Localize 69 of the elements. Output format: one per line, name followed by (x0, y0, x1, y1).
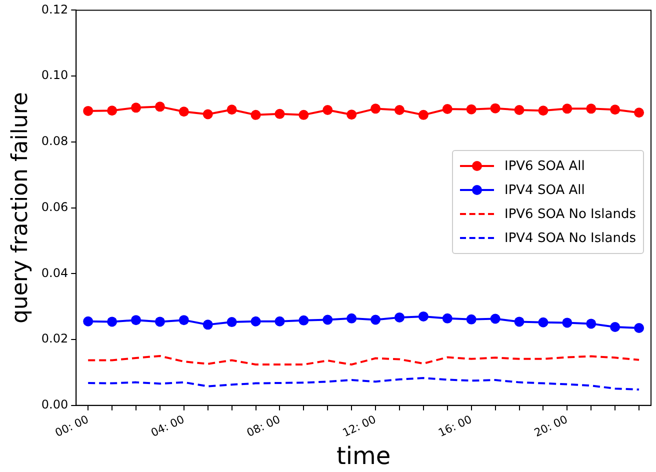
point (107, 316, 118, 327)
point (466, 314, 476, 324)
point (274, 108, 285, 119)
y-tick-label: 0.06 (41, 200, 68, 214)
point (298, 110, 309, 120)
y-axis-title: query fraction failure (8, 92, 33, 324)
point (226, 317, 237, 328)
point (394, 312, 404, 322)
point (370, 104, 381, 114)
point (466, 104, 476, 114)
point (586, 318, 596, 329)
x-tick-label: 12: 00 (340, 412, 378, 440)
point (442, 104, 452, 114)
point (322, 104, 333, 115)
point (154, 316, 165, 327)
point (370, 314, 381, 325)
point (418, 110, 428, 120)
point (274, 316, 285, 326)
point (610, 104, 620, 115)
x-tick-label: 20: 00 (532, 412, 570, 440)
y-tick-label: 0.02 (41, 332, 68, 346)
point (562, 318, 572, 328)
point (202, 109, 213, 120)
x-tick-label: 00: 00 (53, 412, 91, 440)
point (634, 322, 644, 333)
point (562, 104, 572, 114)
point (346, 313, 357, 324)
point (226, 104, 237, 115)
y-tick-label: 0.10 (41, 68, 68, 82)
point (298, 315, 309, 326)
point (418, 311, 428, 322)
point (610, 322, 620, 332)
x-axis-title: time (336, 442, 391, 470)
point (178, 106, 189, 117)
point (490, 314, 500, 324)
point (514, 104, 524, 115)
x-tick-label: 04: 00 (148, 412, 186, 440)
point (107, 106, 118, 116)
point (634, 108, 644, 118)
point (250, 110, 261, 120)
point (538, 106, 548, 116)
x-tick-label: 08: 00 (244, 412, 282, 440)
y-tick-label: 0.12 (41, 2, 68, 16)
point (514, 316, 524, 327)
legend-label: IPV4 SOA All (504, 182, 585, 198)
point (202, 320, 213, 330)
point (83, 316, 94, 326)
y-tick-label: 0.00 (41, 397, 68, 412)
point (154, 102, 165, 112)
legend-label: IPV6 SOA All (504, 158, 585, 174)
legend-label: IPV6 SOA No Islands (504, 206, 636, 222)
y-tick-label: 0.04 (41, 266, 68, 280)
point (322, 314, 333, 325)
point (442, 313, 452, 324)
point (490, 103, 500, 114)
line-series (87, 354, 640, 366)
y-tick-label: 0.08 (41, 134, 68, 148)
point (394, 104, 404, 115)
point (178, 315, 189, 326)
point (131, 315, 141, 326)
x-tick-label: 16: 00 (436, 412, 474, 440)
legend-label: IPV4 SOA No Islands (504, 230, 636, 246)
point (250, 316, 261, 326)
point (586, 104, 596, 114)
point (131, 102, 141, 113)
point (346, 110, 357, 120)
point (538, 317, 548, 328)
point (83, 106, 94, 116)
line-series (87, 377, 640, 391)
